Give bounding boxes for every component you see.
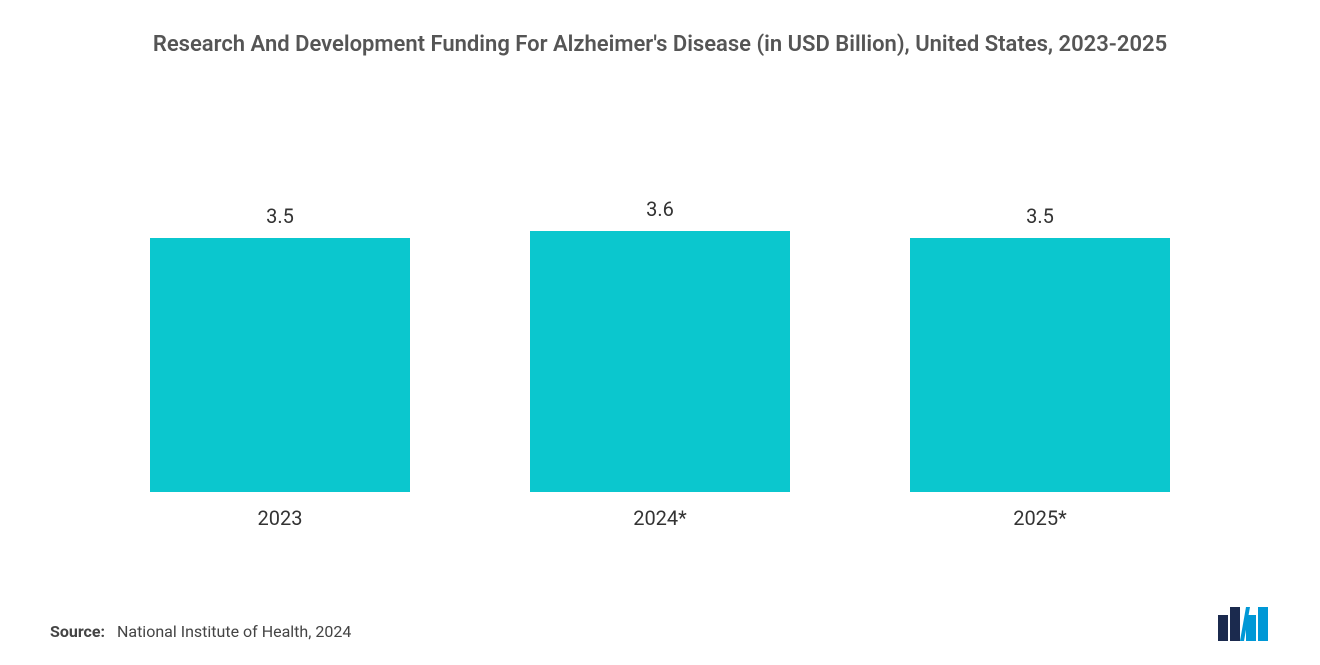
source-label: Source: [50,622,105,641]
category-label-0: 2023 [258,506,303,530]
source-value: National Institute of Health, 2024 [117,622,351,641]
chart-footer: Source: National Institute of Health, 20… [50,607,1270,641]
source-text: Source: National Institute of Health, 20… [50,622,351,641]
bar-2 [910,238,1170,491]
bar-1 [530,231,790,492]
bar-group-1: 3.6 2024* [530,197,790,530]
brand-logo-icon [1216,607,1270,641]
bar-0 [150,238,410,491]
category-label-2: 2025* [1013,506,1067,530]
bar-group-0: 3.5 2023 [150,204,410,529]
value-label-0: 3.5 [266,204,294,228]
chart-container: Research And Development Funding For Alz… [0,0,1320,665]
value-label-2: 3.5 [1026,204,1054,228]
chart-title: Research And Development Funding For Alz… [110,30,1210,61]
bar-group-2: 3.5 2025* [910,204,1170,529]
plot-area: 3.5 2023 3.6 2024* 3.5 2025* [50,111,1270,531]
value-label-1: 3.6 [646,197,674,221]
category-label-1: 2024* [633,506,687,530]
